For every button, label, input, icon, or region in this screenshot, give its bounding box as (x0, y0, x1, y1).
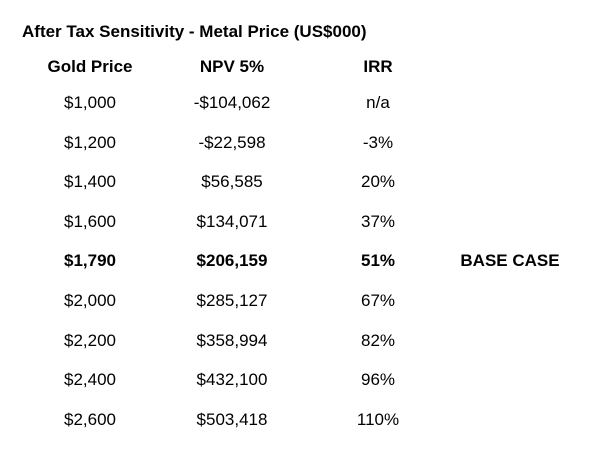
table-cell: $358,994 (196, 330, 268, 350)
table-cell: 67% (360, 291, 396, 310)
table-cell: 20% (360, 172, 396, 192)
table-cell: $1,790 (64, 251, 116, 271)
table-cell: $2,000 (64, 291, 116, 310)
table-cell: 110% (356, 409, 400, 429)
table-cell: $503,418 (196, 409, 268, 429)
column-header: Gold Price (47, 57, 133, 76)
table-cell: 51% (360, 251, 396, 271)
table-cell: $1,200 (64, 132, 116, 152)
table-cell: n/a (366, 93, 390, 112)
table-cell: $56,585 (201, 172, 263, 192)
table-cell: $1,000 (64, 93, 116, 112)
table-cell: 82% (360, 330, 396, 350)
table-title: After Tax Sensitivity - Metal Price (US$… (22, 22, 367, 41)
column-header: NPV 5% (199, 57, 265, 76)
table-cell: $206,159 (196, 251, 268, 271)
column-header: IRR (363, 57, 393, 76)
table-cell: $134,071 (196, 211, 268, 231)
row-note: BASE CASE (460, 251, 560, 271)
table-cell: $285,127 (196, 291, 268, 310)
table-cell: 96% (360, 370, 396, 390)
table-cell: -3% (362, 132, 394, 152)
table-cell: $1,600 (64, 211, 116, 231)
table-cell: $2,400 (64, 370, 116, 390)
table-cell: $2,600 (64, 409, 116, 429)
table-cell: -$22,598 (198, 132, 266, 152)
table-cell: $432,100 (196, 370, 268, 390)
table-cell: 37% (360, 211, 396, 231)
table-cell: $2,200 (64, 330, 116, 350)
table-cell: -$104,062 (193, 93, 271, 112)
table-cell: $1,400 (64, 172, 116, 192)
